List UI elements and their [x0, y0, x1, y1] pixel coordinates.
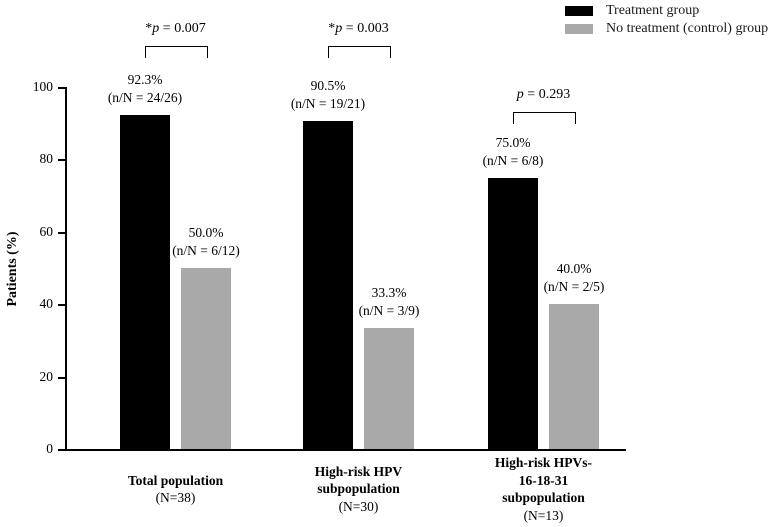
- bar-fraction-label: (n/N = 24/26): [107, 89, 183, 105]
- bar-fraction-label: (n/N = 6/12): [172, 243, 240, 258]
- bar-control-group-3: [549, 304, 599, 449]
- y-tick-mark: [58, 304, 65, 307]
- bar-value-label: 33.3% (n/N = 3/9): [314, 284, 464, 320]
- category-name-line: High-risk HPVs-: [494, 455, 593, 470]
- legend: Treatment group No treatment (control) gr…: [565, 2, 768, 38]
- bar-fraction-label: (n/N = 3/9): [358, 303, 420, 319]
- bar-fraction-label: (n/N = 2/5): [543, 279, 605, 295]
- bar-fraction-label: (n/N = 6/8): [482, 152, 544, 168]
- bar-control-group-2: [364, 328, 414, 449]
- legend-label: Treatment group: [606, 3, 700, 18]
- category-name-line: Total population: [127, 472, 224, 488]
- bar-percent-label: 50.0%: [188, 225, 224, 240]
- bar-value-label: 40.0% (n/N = 2/5): [499, 260, 649, 296]
- bar-treatment-group-1: [120, 114, 170, 449]
- legend-item: No treatment (control) group: [565, 20, 768, 38]
- y-tick-label: 0: [46, 441, 53, 456]
- category-n-label: (N=13): [523, 507, 564, 523]
- bar-fraction-label: (n/N = 19/21): [290, 96, 366, 112]
- p-value-label: *p = 0.007: [145, 21, 206, 36]
- category-n-label: (N=30): [338, 498, 379, 514]
- p-value-label: *p = 0.003: [328, 21, 389, 36]
- y-tick-label: 40: [39, 296, 54, 312]
- bar-value-label: 50.0% (n/N = 6/12): [131, 224, 281, 260]
- bar-value-label: 75.0% (n/N = 6/8): [438, 134, 588, 170]
- bar-control-group-1: [181, 268, 231, 449]
- y-tick-mark: [58, 449, 65, 451]
- bar-percent-label: 40.0%: [556, 261, 592, 277]
- p-value-label: p = 0.293: [516, 87, 571, 102]
- significance-bracket: [328, 46, 391, 58]
- legend-swatch-treatment: [565, 6, 593, 16]
- category-name-line: subpopulation: [502, 490, 585, 505]
- y-tick-label: 20: [39, 368, 54, 384]
- y-tick-label: 100: [32, 79, 53, 94]
- category-name-line: subpopulation: [317, 481, 400, 497]
- bar-percent-label: 33.3%: [371, 285, 407, 301]
- y-tick-mark: [58, 376, 65, 379]
- legend-label: No treatment (control) group: [606, 21, 769, 36]
- bar-percent-label: 90.5%: [310, 78, 346, 94]
- y-axis-line: [65, 87, 67, 451]
- bar-value-label: 90.5% (n/N = 19/21): [253, 77, 403, 113]
- legend-item: Treatment group: [565, 2, 768, 20]
- bar-treatment-group-2: [303, 121, 353, 449]
- significance-bracket: [145, 46, 208, 58]
- bar-value-label: 92.3% (n/N = 24/26): [70, 71, 220, 107]
- category-name-line: 16-18-31: [518, 472, 569, 488]
- y-tick-mark: [58, 159, 65, 162]
- bar-percent-label: 92.3%: [127, 71, 163, 87]
- category-n-label: (N=38): [155, 490, 196, 505]
- category-name-line: High-risk HPV: [314, 463, 403, 479]
- bar-treatment-group-3: [488, 177, 538, 449]
- x-category-label: Total population (N=38): [86, 472, 266, 507]
- legend-swatch-control: [565, 24, 593, 34]
- significance-bracket: [513, 112, 576, 124]
- y-tick-mark: [58, 87, 65, 89]
- y-tick-label: 80: [39, 151, 54, 167]
- y-tick-mark: [58, 231, 65, 234]
- x-category-label: High-risk HPV subpopulation (N=30): [269, 463, 449, 516]
- x-axis-line: [65, 449, 626, 451]
- x-category-label: High-risk HPVs- 16-18-31 subpopulation (N=1…: [454, 454, 634, 524]
- bar-percent-label: 75.0%: [495, 134, 531, 150]
- y-tick-label: 60: [39, 223, 54, 239]
